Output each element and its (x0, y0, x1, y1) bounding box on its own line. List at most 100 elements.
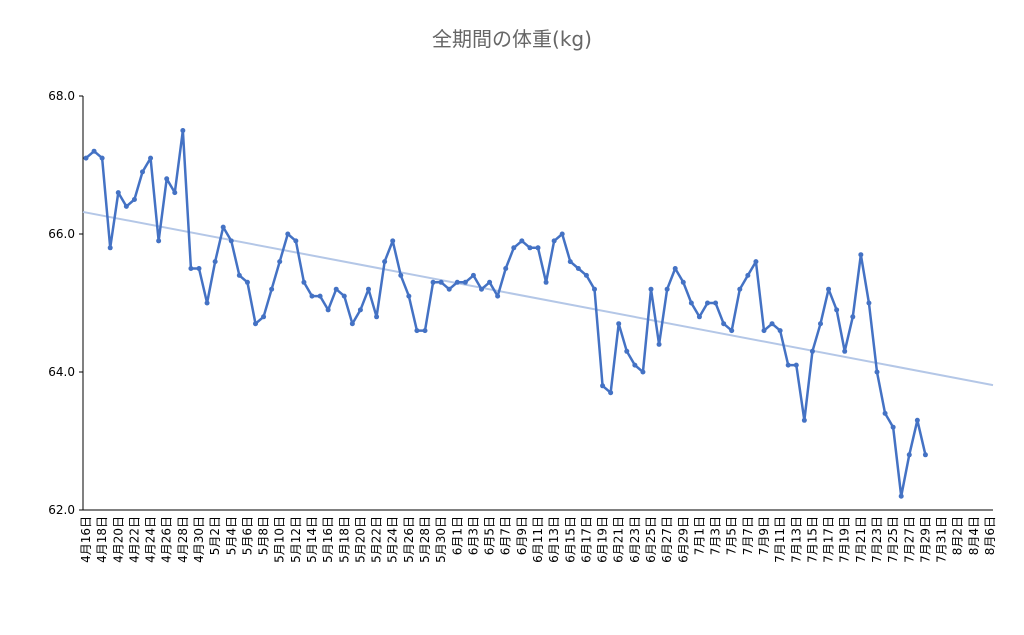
x-tick-label: 6月23日 (628, 516, 642, 563)
data-point (745, 272, 751, 278)
data-point (261, 314, 267, 320)
data-point (188, 266, 194, 271)
x-tick-label: 5月6日 (240, 516, 254, 555)
data-point (503, 266, 509, 271)
data-point (688, 300, 694, 306)
data-point (220, 224, 226, 230)
data-point (705, 300, 710, 306)
data-point (922, 452, 928, 458)
data-point (882, 410, 888, 416)
data-point (196, 266, 202, 271)
x-tick-label: 5月30日 (434, 516, 448, 563)
data-point (414, 328, 420, 334)
data-point (446, 286, 452, 292)
chart-title: 全期間の体重(kg) (432, 27, 592, 51)
data-point (236, 272, 242, 278)
data-point (632, 362, 638, 368)
data-point (374, 314, 380, 320)
data-point (438, 279, 444, 285)
x-tick-label: 5月2日 (208, 516, 222, 555)
data-point (874, 369, 880, 375)
data-point (648, 286, 654, 292)
x-tick-label: 5月20日 (353, 516, 367, 563)
data-point (583, 272, 589, 278)
x-tick-label: 7月3日 (709, 516, 723, 555)
data-point (777, 328, 783, 334)
data-point (793, 362, 799, 368)
data-point (398, 272, 404, 278)
x-tick-label: 6月11日 (531, 516, 545, 563)
x-tick-label: 7月21日 (854, 516, 868, 563)
data-point (785, 362, 791, 368)
data-point (608, 390, 614, 396)
x-tick-label: 7月5日 (725, 516, 739, 555)
data-point (753, 259, 759, 265)
data-point (333, 286, 339, 292)
data-point (511, 245, 517, 251)
data-point (366, 286, 371, 292)
x-tick-label: 7月7日 (741, 516, 755, 555)
data-point (729, 328, 735, 334)
data-point (390, 238, 396, 244)
x-tick-label: 6月3日 (466, 516, 480, 555)
series-line (85, 129, 927, 498)
data-point (664, 286, 670, 292)
x-tick-label: 6月17日 (579, 516, 593, 563)
data-point (357, 307, 363, 313)
data-point (253, 321, 258, 327)
x-tick-label: 5月4日 (224, 516, 238, 555)
data-point (317, 293, 323, 299)
x-tick-label: 5月12日 (289, 516, 303, 563)
x-tick-label: 6月15日 (563, 516, 577, 563)
data-point (487, 279, 493, 285)
data-point (107, 245, 113, 251)
data-point (164, 176, 170, 182)
data-point (809, 348, 815, 354)
data-point (91, 148, 97, 154)
x-tick-label: 7月15日 (805, 516, 819, 563)
x-tick-label: 6月1日 (450, 516, 464, 555)
x-tick-label: 8月4日 (967, 516, 981, 555)
data-point (600, 383, 606, 389)
data-point (285, 231, 291, 237)
data-point (866, 300, 872, 306)
data-point (898, 493, 904, 499)
data-point (761, 328, 767, 334)
data-point (99, 155, 105, 161)
data-point (656, 341, 662, 347)
data-point (672, 266, 678, 271)
data-point (890, 424, 896, 430)
x-tick-label: 4月26日 (160, 516, 174, 563)
x-tick-label: 6月29日 (676, 516, 690, 563)
data-point (850, 314, 856, 320)
data-point (535, 245, 541, 251)
data-point (277, 259, 283, 265)
y-tick-label: 66.0 (48, 227, 75, 241)
x-tick-label: 6月27日 (660, 516, 674, 563)
x-tick-label: 7月13日 (789, 516, 803, 563)
x-tick-label: 6月25日 (644, 516, 658, 563)
data-point (406, 293, 412, 299)
x-tick-label: 8月6日 (983, 516, 997, 555)
data-point (559, 231, 565, 237)
data-point (713, 300, 719, 306)
data-point (680, 279, 686, 285)
data-point (527, 245, 533, 251)
x-tick-label: 6月19日 (596, 516, 610, 563)
data-point (180, 128, 186, 133)
x-tick-label: 7月11日 (773, 516, 787, 563)
data-point (244, 279, 250, 285)
data-point (83, 155, 89, 161)
data-point (769, 321, 775, 327)
data-point (430, 279, 436, 285)
x-tick-label: 7月9日 (757, 516, 771, 555)
x-tick-label: 7月19日 (838, 516, 852, 563)
x-tick-label: 7月25日 (886, 516, 900, 563)
data-point (309, 293, 315, 299)
x-tick-label: 5月24日 (386, 516, 400, 563)
data-point (325, 307, 331, 313)
x-tick-label: 7月23日 (870, 516, 884, 563)
data-point (818, 321, 823, 327)
data-point (479, 286, 484, 292)
data-point (696, 314, 702, 320)
